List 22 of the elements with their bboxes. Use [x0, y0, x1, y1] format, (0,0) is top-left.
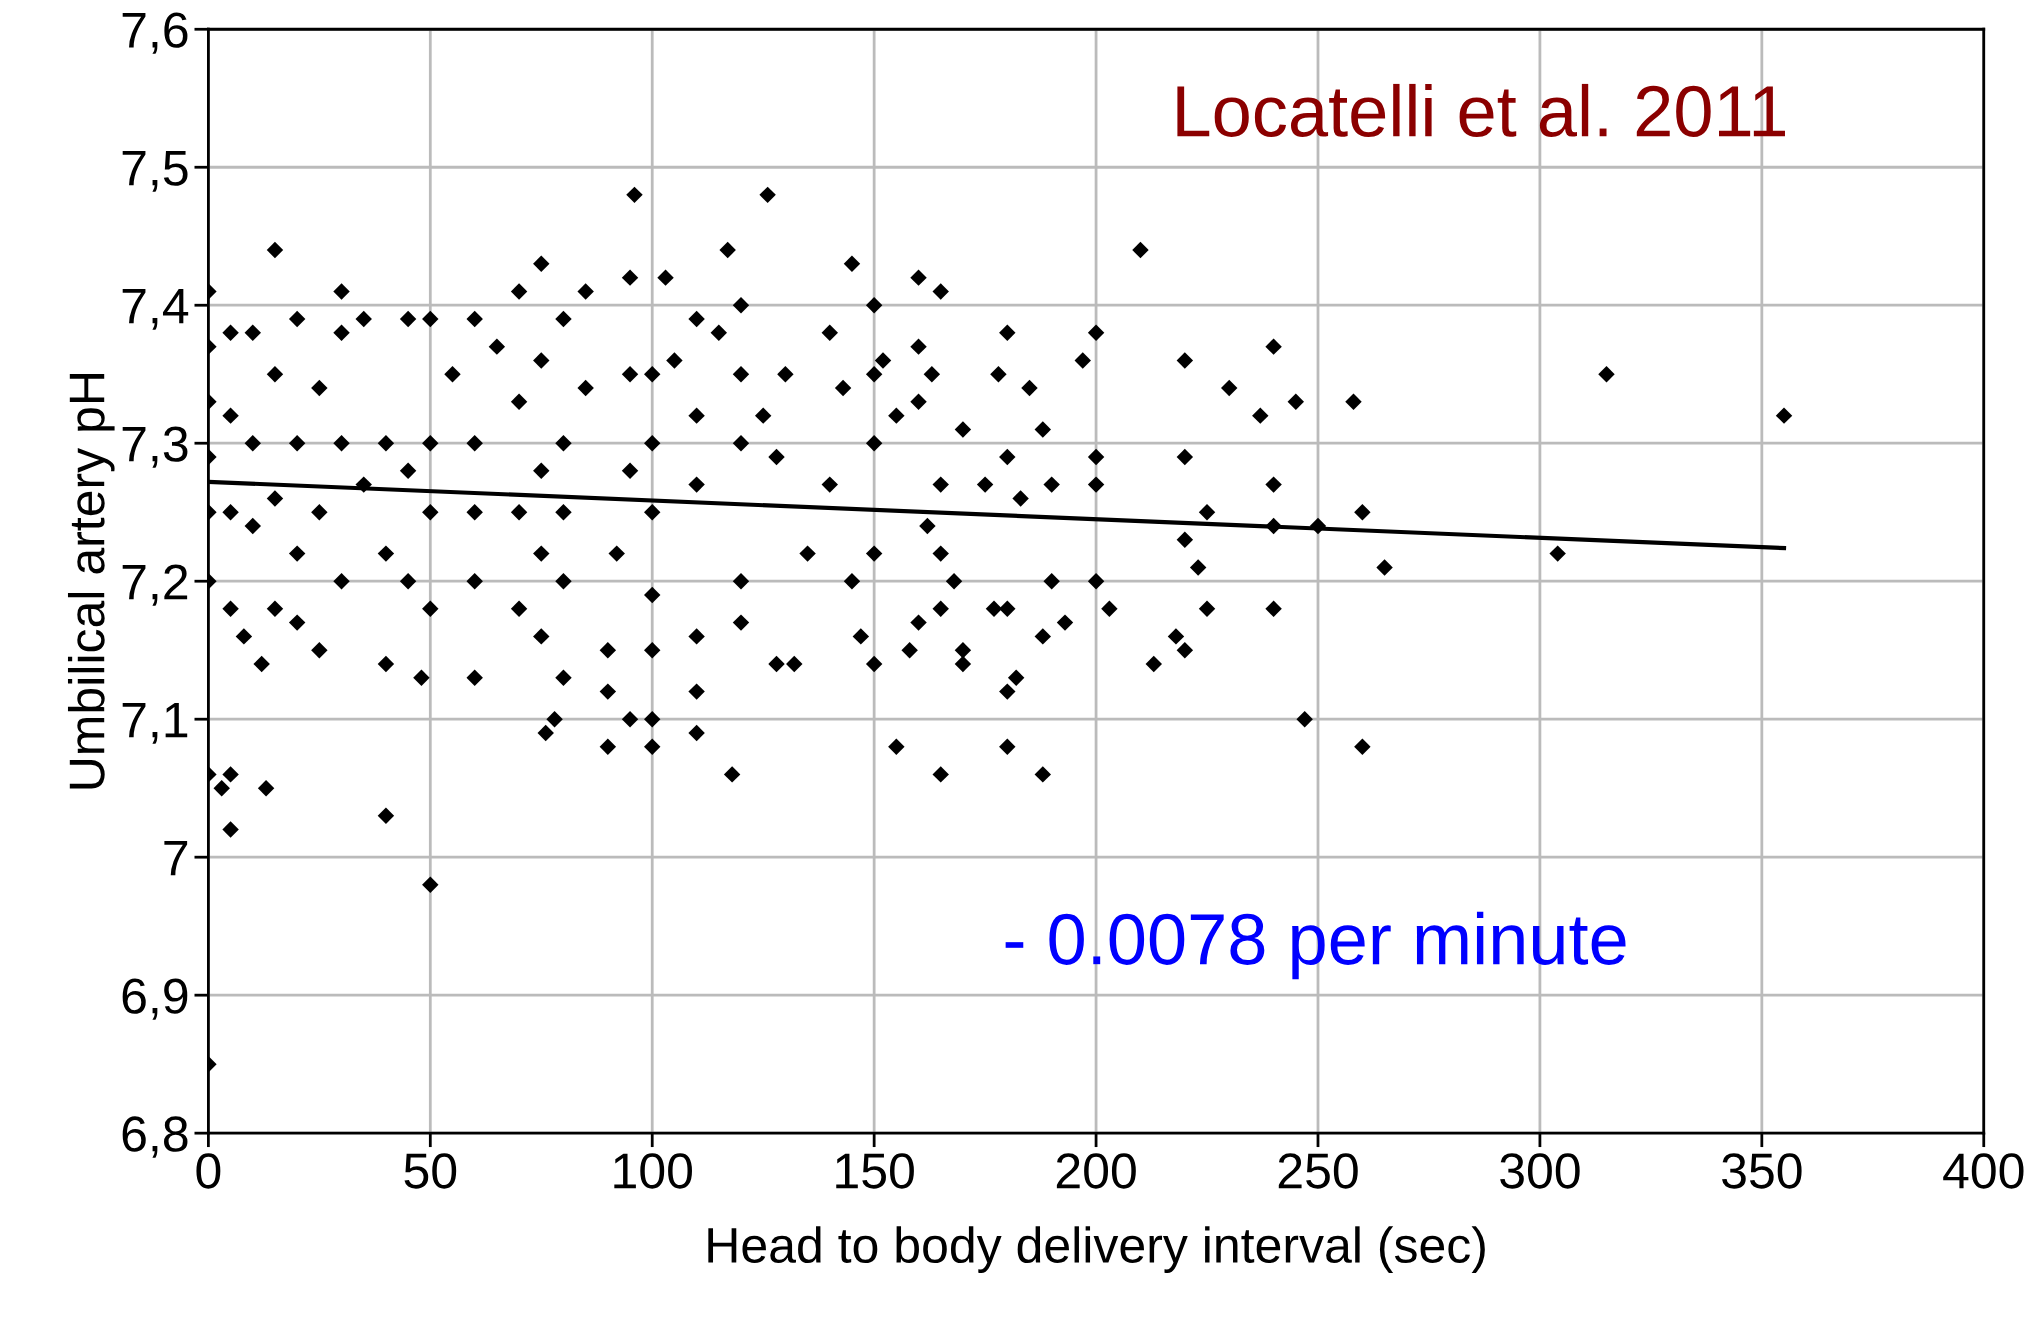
x-tick-label: 200: [1056, 1153, 1136, 1189]
x-tick-label: 150: [836, 1153, 914, 1189]
x-tick-label: 300: [1500, 1153, 1580, 1189]
y-tick-label: 7,2: [122, 564, 188, 606]
annotation: Locatelli et al. 2011: [1177, 83, 1785, 137]
y-tick-label: 7,4: [122, 288, 189, 330]
x-tick-label: 100: [614, 1153, 692, 1189]
x-tick-label: 400: [1943, 1153, 2024, 1189]
y-tick-label: 7,6: [122, 12, 188, 54]
y-tick-label: 7,5: [122, 150, 188, 192]
y-axis-title: Umbilical artery pH: [67, 374, 115, 789]
x-tick-label: 350: [1722, 1153, 1802, 1189]
y-tick-label: 7,1: [122, 702, 188, 744]
x-tick-label: 50: [404, 1153, 457, 1189]
annotation: - 0.0078 per minute: [1005, 911, 1626, 980]
x-tick-label: 0: [196, 1153, 221, 1189]
y-tick-label: 7: [164, 840, 188, 876]
y-tick-label: 6,9: [122, 978, 188, 1020]
y-tick-label: 6,8: [122, 1116, 188, 1158]
y-tick-label: 7,3: [122, 426, 188, 468]
x-axis-title: Head to body delivery interval (sec): [708, 1226, 1485, 1273]
x-tick-label: 250: [1278, 1153, 1358, 1189]
